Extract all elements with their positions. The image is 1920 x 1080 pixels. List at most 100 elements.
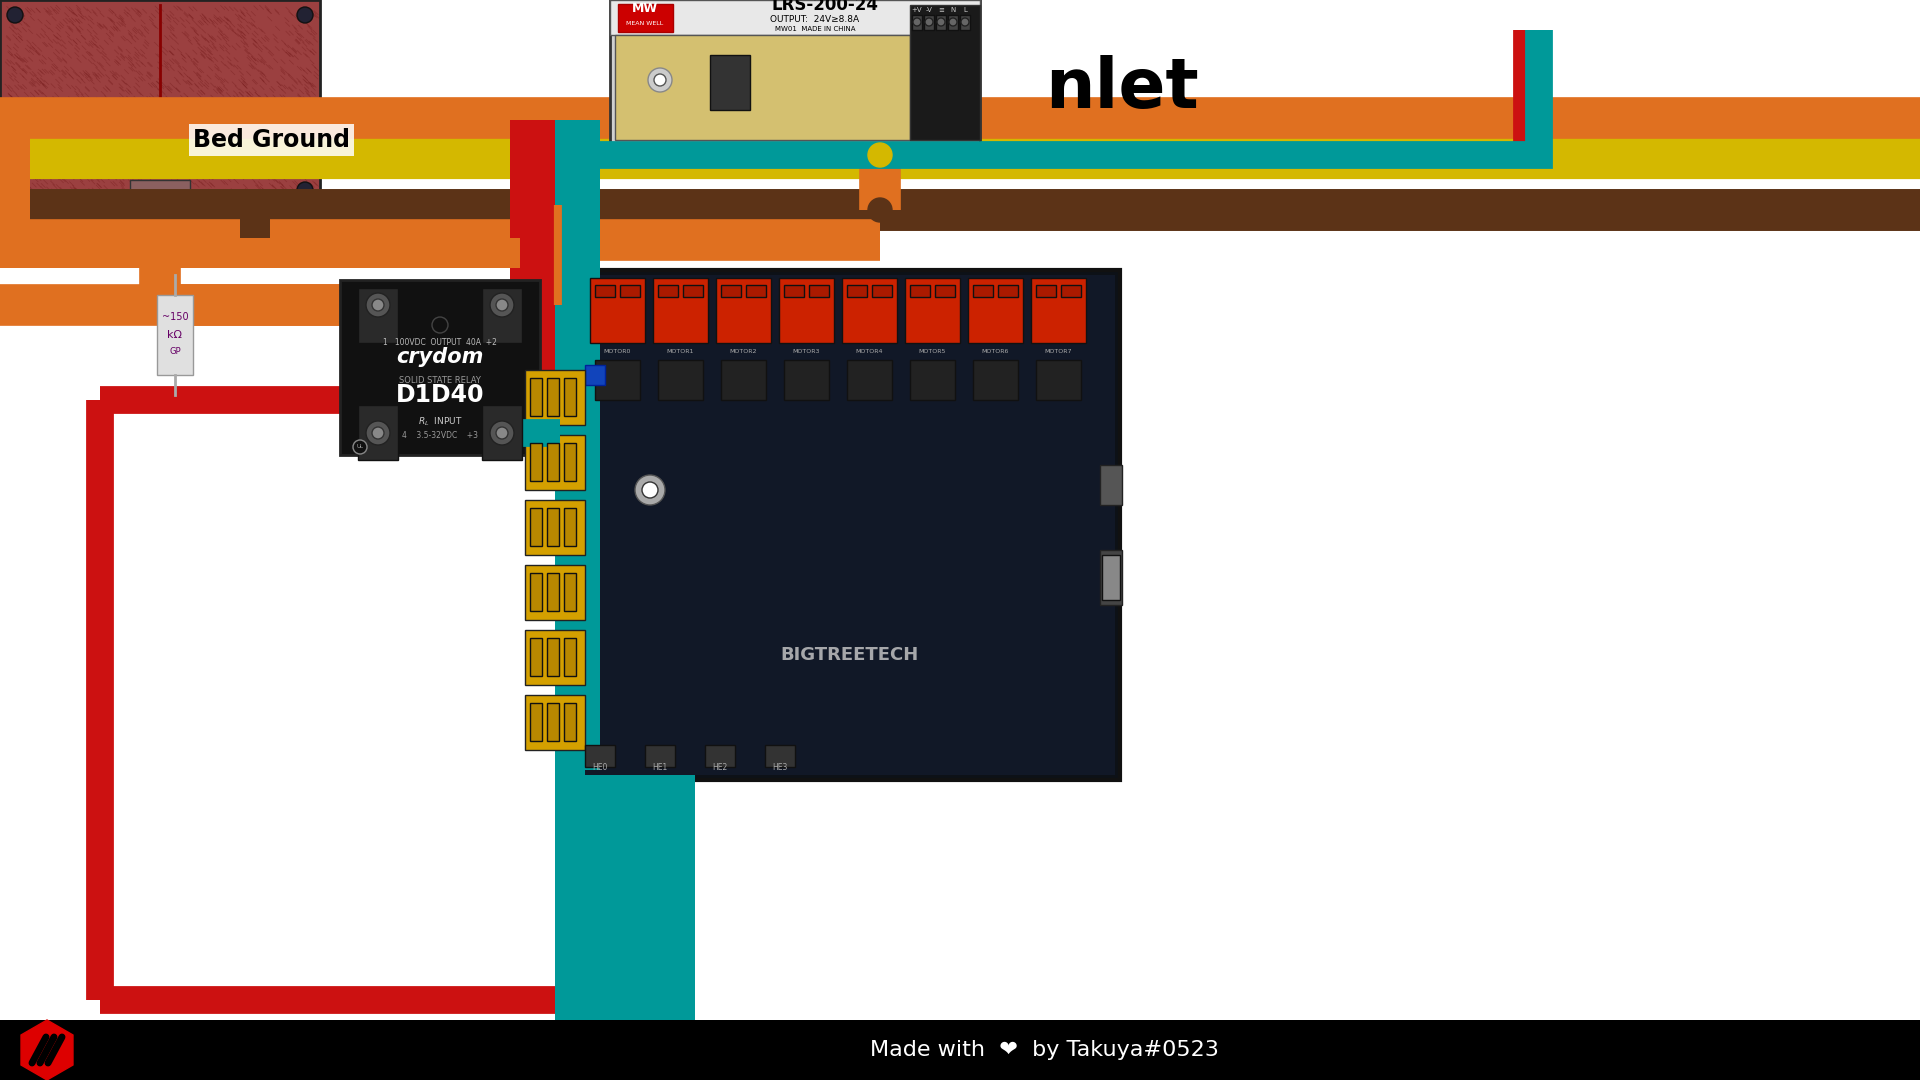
Bar — [0, 118, 31, 253]
Bar — [555, 120, 599, 770]
Text: HE2: HE2 — [712, 762, 728, 772]
Text: MOTOR2: MOTOR2 — [730, 349, 756, 354]
Bar — [1100, 550, 1121, 605]
Circle shape — [298, 6, 313, 23]
Circle shape — [655, 75, 666, 86]
Text: kΩ: kΩ — [167, 330, 182, 340]
Bar — [780, 278, 833, 343]
Circle shape — [367, 293, 390, 318]
Bar — [910, 360, 954, 400]
Bar — [910, 5, 979, 140]
Bar — [722, 360, 766, 400]
Bar — [547, 573, 559, 611]
Circle shape — [937, 18, 945, 26]
Text: Made with  ❤  by Takuya#0523: Made with ❤ by Takuya#0523 — [870, 1040, 1219, 1059]
Bar — [482, 405, 522, 460]
Bar — [747, 285, 766, 297]
Bar — [611, 0, 979, 145]
Circle shape — [649, 68, 672, 92]
Text: Bed Ground: Bed Ground — [194, 129, 349, 152]
Text: D1D40: D1D40 — [396, 383, 484, 407]
Bar — [547, 378, 559, 416]
Bar — [547, 703, 559, 741]
Bar — [157, 295, 194, 375]
Bar — [524, 370, 586, 426]
Bar — [240, 195, 271, 245]
Bar — [547, 638, 559, 676]
Bar — [659, 360, 703, 400]
Text: MEAN WELL: MEAN WELL — [626, 21, 664, 26]
Bar — [524, 696, 586, 750]
Text: LRS-200-24: LRS-200-24 — [772, 0, 879, 14]
Bar — [564, 378, 576, 416]
Text: ~150: ~150 — [161, 312, 188, 322]
Bar — [783, 360, 829, 400]
Circle shape — [948, 18, 956, 26]
Bar — [653, 278, 708, 343]
Circle shape — [495, 299, 509, 311]
Bar — [1100, 465, 1121, 505]
Circle shape — [8, 183, 23, 198]
Bar — [530, 573, 541, 611]
Text: OUTPUT:  24V≥8.8A: OUTPUT: 24V≥8.8A — [770, 15, 860, 24]
Bar — [705, 745, 735, 767]
Bar — [910, 285, 929, 297]
Bar — [511, 120, 564, 450]
Bar — [547, 508, 559, 546]
Bar — [564, 703, 576, 741]
Bar — [524, 435, 586, 490]
Bar — [1102, 555, 1119, 600]
Bar — [716, 278, 772, 343]
Bar — [948, 15, 958, 30]
Polygon shape — [21, 1020, 73, 1080]
Bar — [564, 573, 576, 611]
Circle shape — [8, 6, 23, 23]
Circle shape — [490, 421, 515, 445]
Text: nlet: nlet — [1044, 55, 1198, 122]
Bar — [524, 565, 586, 620]
Bar — [0, 1020, 1920, 1080]
Bar — [340, 280, 540, 455]
Text: BIGTREETECH: BIGTREETECH — [781, 646, 920, 664]
Text: +V: +V — [912, 6, 922, 13]
Circle shape — [372, 427, 384, 438]
Bar — [564, 638, 576, 676]
Bar — [847, 360, 893, 400]
Bar — [783, 285, 804, 297]
Bar — [968, 278, 1023, 343]
Bar — [586, 745, 614, 767]
Text: HE0: HE0 — [591, 762, 609, 772]
Bar — [547, 443, 559, 481]
Bar — [645, 745, 676, 767]
Bar — [0, 200, 321, 220]
Bar — [659, 285, 678, 297]
Circle shape — [372, 299, 384, 311]
Bar — [595, 360, 639, 400]
Bar — [524, 500, 586, 555]
Text: -V: -V — [925, 6, 933, 13]
Bar — [564, 508, 576, 546]
Bar — [530, 703, 541, 741]
Circle shape — [962, 18, 970, 26]
Bar — [973, 360, 1018, 400]
Bar — [524, 630, 586, 685]
Text: MOTOR0: MOTOR0 — [603, 349, 630, 354]
Circle shape — [495, 427, 509, 438]
Text: GP: GP — [169, 347, 180, 356]
Bar — [618, 4, 674, 32]
Bar — [764, 745, 795, 767]
Bar — [530, 378, 541, 416]
Bar — [586, 275, 1116, 775]
Text: ≡: ≡ — [939, 6, 945, 13]
Bar — [973, 285, 993, 297]
Text: MOTOR5: MOTOR5 — [918, 349, 947, 354]
Text: MOTOR4: MOTOR4 — [854, 349, 883, 354]
Bar — [0, 230, 165, 265]
Bar — [131, 180, 190, 225]
Circle shape — [353, 440, 367, 454]
Bar — [960, 15, 970, 30]
Bar — [912, 15, 922, 30]
Circle shape — [490, 293, 515, 318]
Circle shape — [636, 475, 664, 505]
Bar — [998, 285, 1018, 297]
